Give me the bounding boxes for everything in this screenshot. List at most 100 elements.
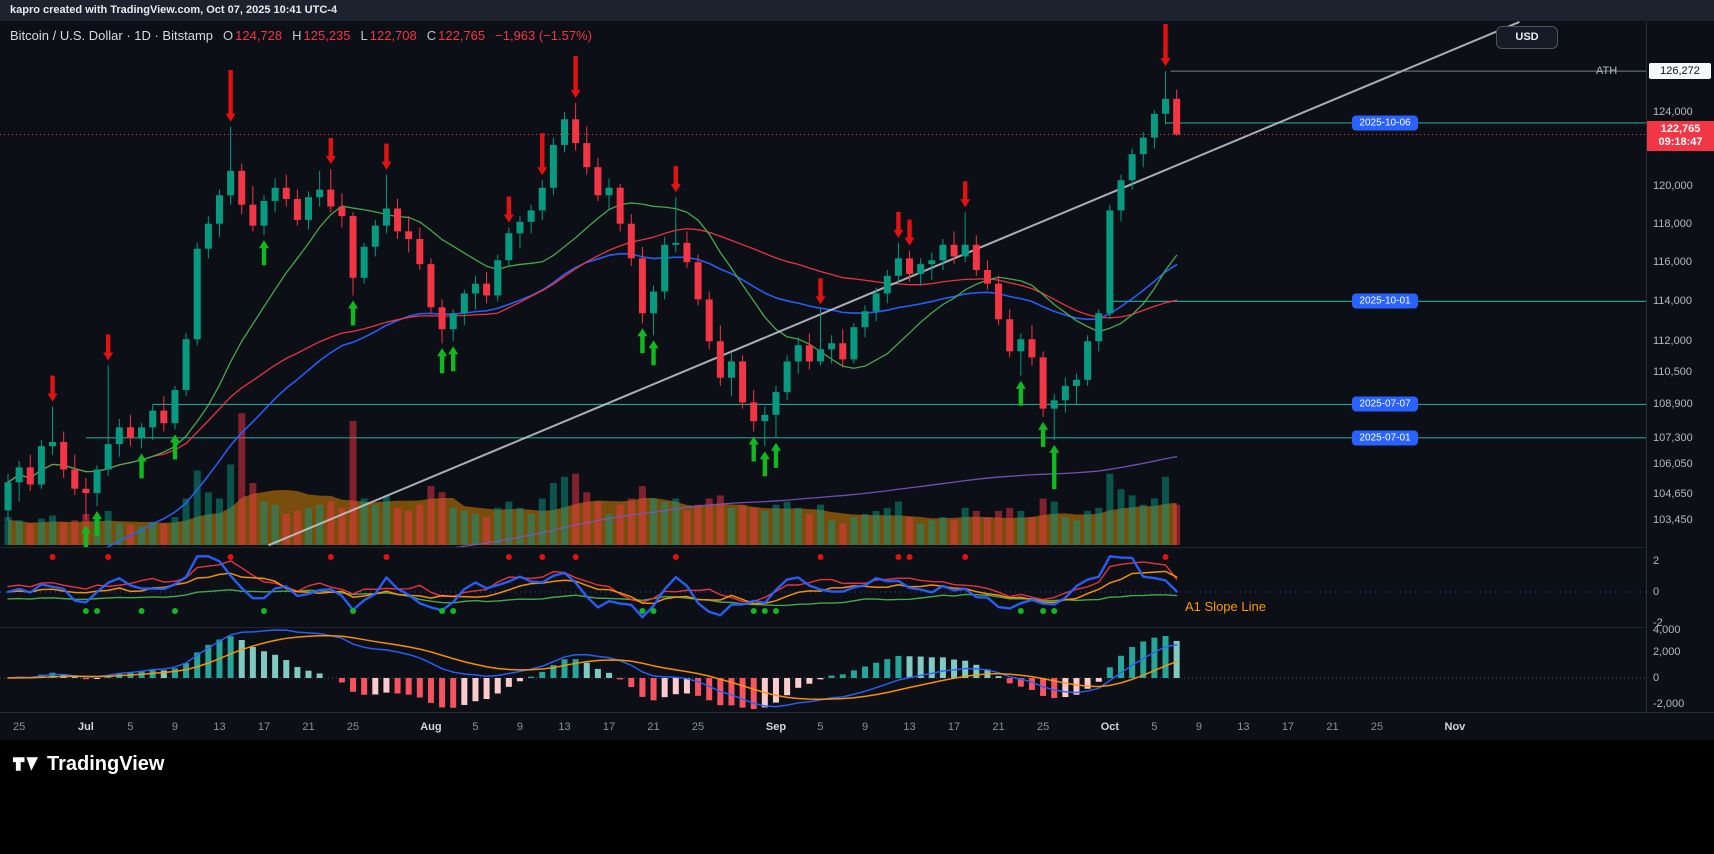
buy-dot — [650, 608, 657, 614]
time-axis-label: 5 — [817, 721, 824, 733]
ma-long-line — [105, 252, 1178, 547]
ohlc-high: H 125,235 — [292, 28, 351, 43]
ath-label: ATH — [1596, 65, 1618, 78]
tradingview-logo[interactable]: TradingView — [12, 752, 164, 776]
time-axis-label: 13 — [903, 721, 916, 733]
buy-dot — [94, 608, 101, 614]
sell-dot — [383, 554, 390, 560]
price-axis-label: 112,000 — [1653, 335, 1692, 348]
buy-dot — [138, 608, 145, 614]
time-axis-label: 17 — [602, 721, 616, 733]
price-axis-label: 114,000 — [1653, 295, 1692, 308]
time-axis-label: 13 — [213, 721, 226, 733]
time-axis-label: 5 — [1151, 721, 1158, 733]
time-axis-label: 13 — [1237, 721, 1250, 733]
price-axis-label: 108,900 — [1653, 398, 1693, 411]
sell-dot — [817, 554, 824, 560]
ath-price-badge: 126,272 — [1649, 63, 1711, 80]
symbol-title[interactable]: Bitcoin / U.S. Dollar · 1D · Bitstamp — [10, 28, 213, 43]
trend-line[interactable] — [268, 21, 1520, 547]
attribution-bar: kapro created with TradingView.com, Oct … — [0, 0, 1714, 21]
time-axis-label: 5 — [127, 721, 134, 733]
change-value: −1,963 (−1.57%) — [495, 28, 592, 43]
buy-dot — [750, 608, 757, 614]
time-axis-label: 5 — [472, 721, 479, 733]
price-axis-label: 107,300 — [1653, 431, 1693, 444]
time-axis-label: 25 — [13, 721, 26, 733]
date-ray-badge[interactable]: 2025-10-06 — [1352, 115, 1418, 131]
signal-arrows — [47, 24, 1171, 547]
buy-dot — [1040, 608, 1047, 614]
slope-indicator-pane: A1 Slope Line — [0, 554, 1646, 619]
buy-dot — [761, 608, 768, 614]
time-axis-label: Jul — [77, 721, 94, 733]
time-axis-label: 25 — [346, 721, 360, 733]
time-axis-label: Oct — [1100, 721, 1120, 733]
buy-dot — [439, 608, 446, 614]
sell-dot — [1162, 554, 1169, 560]
last-price-badge: 122,765 09:18:47 — [1647, 120, 1714, 151]
currency-toggle-button[interactable]: USD — [1496, 26, 1558, 49]
buy-dot — [1017, 608, 1024, 614]
date-ray-badge[interactable]: 2025-07-07 — [1352, 396, 1418, 412]
volume-bars — [4, 413, 1181, 545]
time-axis-label: Nov — [1444, 721, 1466, 733]
buy-dot — [450, 608, 457, 614]
time-axis-label: 21 — [302, 721, 315, 733]
sell-dot — [572, 554, 579, 560]
ma-xlong-line — [454, 455, 1178, 547]
indicator-axis-label: 0 — [1653, 586, 1660, 598]
buy-dot — [350, 608, 357, 614]
time-axis-label: 17 — [257, 721, 271, 733]
time-axis-label: 21 — [1326, 721, 1339, 733]
time-axis-label: 21 — [992, 721, 1005, 733]
macd-pane — [0, 629, 1646, 709]
footer-bar: TradingView — [0, 740, 1714, 854]
time-axis-label: 25 — [691, 721, 705, 733]
time-axis-label: 25 — [1036, 721, 1050, 733]
tradingview-logo-text: TradingView — [47, 752, 165, 775]
price-axis-label: 106,050 — [1653, 458, 1693, 471]
macd-axis-label: 2,000 — [1653, 646, 1681, 658]
sell-dot — [327, 554, 334, 560]
chart-canvas[interactable]: A1 Slope Line — [0, 21, 1646, 712]
buy-dot — [82, 608, 89, 614]
macd-axis-label: -2,000 — [1653, 698, 1685, 710]
buy-dot — [260, 608, 267, 614]
sell-dot — [962, 554, 969, 560]
sell-dot — [672, 554, 679, 560]
time-axis-label: 21 — [647, 721, 660, 733]
attribution-text: kapro created with TradingView.com, Oct … — [10, 4, 338, 16]
price-axis-label: 103,450 — [1653, 514, 1693, 527]
date-ray-badge[interactable]: 2025-07-01 — [1352, 430, 1418, 446]
buy-dot — [171, 608, 178, 614]
ma-slow-line — [7, 227, 1178, 483]
ohlc-low: L 122,708 — [360, 28, 417, 43]
time-axis-label: 17 — [1281, 721, 1295, 733]
time-axis-label: Sep — [765, 721, 787, 733]
price-axis-label: 118,000 — [1653, 217, 1692, 230]
buy-dot — [1051, 608, 1058, 614]
sell-dot — [906, 554, 913, 560]
price-axis-label: 110,500 — [1653, 365, 1692, 378]
ohlc-open: O 124,728 — [223, 28, 283, 43]
macd-axis-label: 4,000 — [1653, 624, 1681, 636]
ohlc-close: C 122,765 — [426, 28, 486, 43]
time-axis[interactable]: 25 Jul 5 9 13 17 21 25 Aug 5 9 13 17 21 25 Sep 5 9 13 17 21 2… — [0, 712, 1714, 741]
candlestick-layer — [4, 71, 1181, 522]
date-ray-badge[interactable]: 2025-10-01 — [1352, 293, 1418, 309]
sell-dot — [49, 554, 56, 560]
sell-dot — [505, 554, 512, 560]
price-axis-label: 104,650 — [1653, 488, 1693, 501]
price-axis-label: 124,000 — [1653, 106, 1693, 118]
time-axis-label: 9 — [171, 721, 178, 733]
time-axis-label: 9 — [516, 721, 524, 733]
time-axis-label: 9 — [861, 721, 869, 733]
buy-dot — [639, 608, 646, 614]
macd-axis-label: 0 — [1653, 672, 1660, 684]
sell-dot — [539, 554, 546, 560]
price-axis[interactable]: 124,000 120,000 118,000 116,000 114,000 112,0… — [1646, 21, 1714, 740]
indicator-axis-label: -2 — [1653, 617, 1663, 629]
